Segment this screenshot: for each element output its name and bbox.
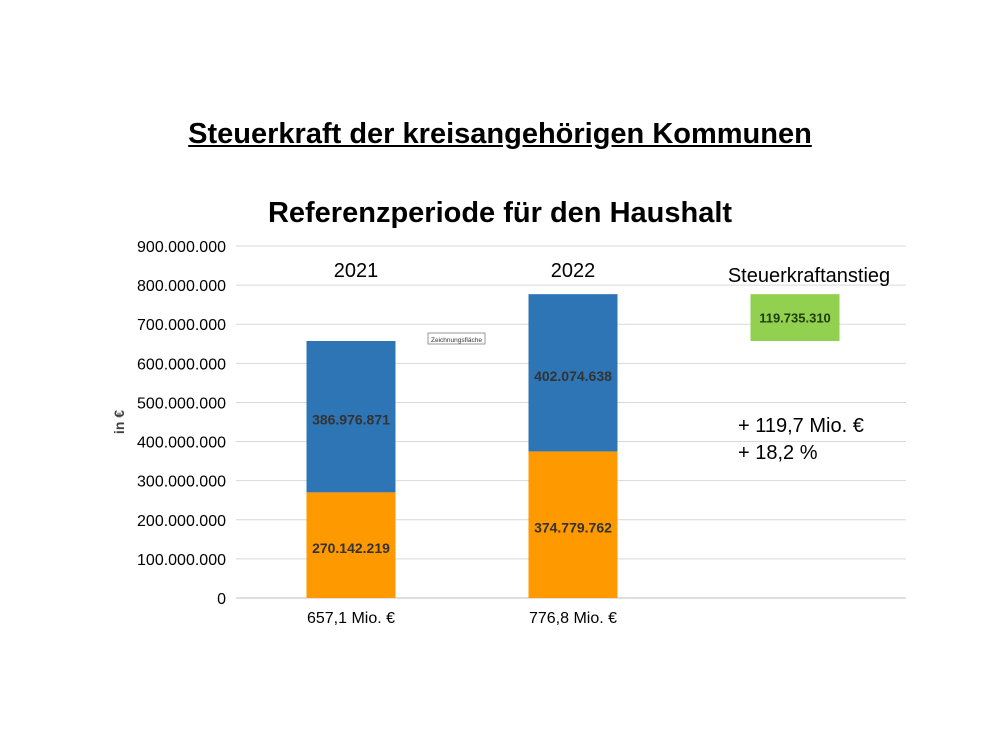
column-header: Steuerkraftanstieg [728,265,890,287]
bar-segment [750,294,840,341]
page-title: Steuerkraft der kreisangehörigen Kommune… [188,118,812,150]
y-tick-label: 700.000.000 [137,317,226,334]
data-label: 270.142.219 [312,540,390,556]
data-label: 402.074.638 [534,368,612,384]
y-tick-label: 100.000.000 [137,552,226,569]
data-label: 119.735.310 [759,311,831,326]
x-tick-label: 776,8 Mio. € [529,610,617,627]
bar-segment [306,340,396,493]
y-tick-label: 500.000.000 [137,395,226,412]
y-tick-label: 200.000.000 [137,513,226,530]
tooltip-box [427,332,486,345]
column-header: 2022 [551,260,596,282]
y-axis-label: in € [111,410,127,434]
x-tick-label: 657,1 Mio. € [307,610,395,627]
column-header: 2021 [334,260,379,282]
y-tick-label: 300.000.000 [137,474,226,491]
increase-percent-annotation: + 18,2 % [738,442,818,464]
chart-title: Referenzperiode für den Haushalt [268,197,732,229]
y-tick-label: 600.000.000 [137,356,226,373]
tooltip-text: Zeichnungsfläche [431,337,482,344]
increase-absolute-annotation: + 119,7 Mio. € [738,415,864,437]
data-label: 374.779.762 [534,520,612,536]
bar-segment [528,451,618,598]
y-tick-label: 400.000.000 [137,435,226,452]
bar-segment [306,492,396,598]
data-label: 386.976.871 [312,412,390,428]
bar-segment [528,294,618,452]
y-tick-label: 900.000.000 [137,239,226,256]
y-tick-label: 800.000.000 [137,278,226,295]
y-tick-label: 0 [217,591,226,608]
